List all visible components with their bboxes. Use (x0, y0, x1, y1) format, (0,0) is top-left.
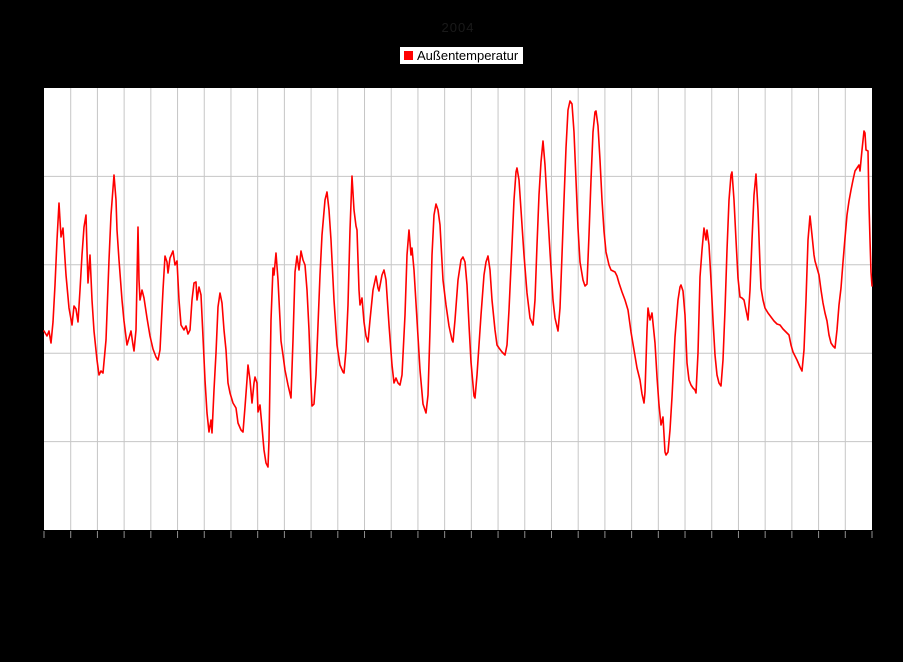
legend-label: Außentemperatur (417, 48, 519, 63)
chart-title: 2004 (441, 20, 475, 35)
legend-swatch-icon (404, 51, 413, 60)
temperature-series-line (43, 100, 873, 468)
temperature-line-chart (43, 88, 873, 538)
plot-area (43, 87, 873, 538)
chart-legend: Außentemperatur (399, 46, 525, 65)
